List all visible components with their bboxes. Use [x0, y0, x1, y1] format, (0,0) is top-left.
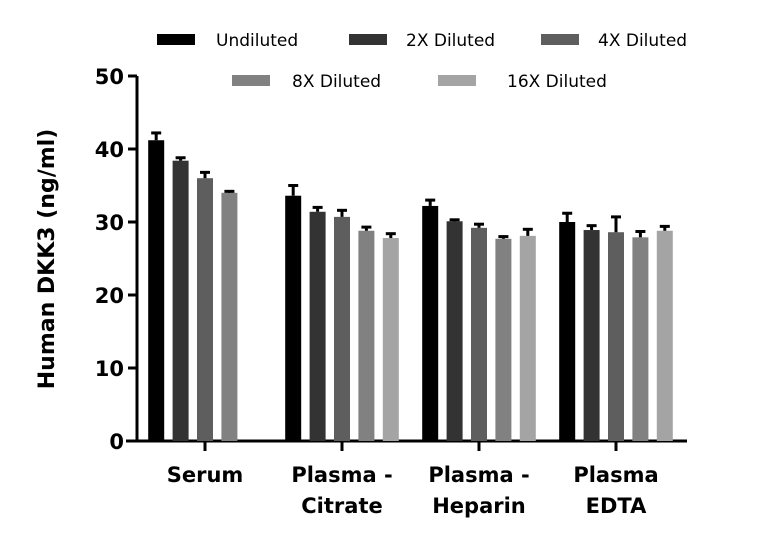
y-tick-label: 10 — [95, 357, 124, 381]
bar — [495, 238, 512, 441]
bar — [422, 205, 439, 441]
bar — [221, 192, 238, 441]
bar — [285, 195, 302, 441]
y-tick-label: 50 — [95, 65, 124, 89]
legend-label: 2X Diluted — [406, 31, 495, 51]
y-tick-label: 30 — [95, 211, 124, 235]
x-tick-label: Plasma — [573, 463, 658, 487]
bar — [382, 238, 399, 441]
bar — [583, 230, 600, 441]
bar — [172, 160, 189, 441]
x-axis: Serum Plasma - Citrate Plasma - Heparin Plasm… — [126, 439, 687, 518]
x-tick-label: Plasma - — [291, 463, 392, 487]
legend-label: 8X Diluted — [292, 72, 381, 92]
legend-swatch — [157, 34, 195, 45]
bar — [656, 230, 673, 441]
bars — [148, 131, 673, 442]
legend-label: 4X Diluted — [598, 31, 687, 51]
bar — [358, 230, 375, 441]
legend-label: 16X Diluted — [507, 72, 607, 92]
x-tick-label: Heparin — [432, 494, 526, 518]
bar — [559, 222, 576, 441]
legend-label: Undiluted — [216, 31, 298, 51]
bar — [446, 221, 463, 441]
legend-swatch — [232, 75, 270, 86]
y-tick-label: 0 — [109, 430, 124, 454]
bar — [197, 178, 213, 441]
bar — [148, 140, 165, 442]
bar — [608, 232, 624, 441]
legend-swatch — [349, 34, 387, 45]
bar — [334, 216, 350, 441]
y-tick-label: 20 — [95, 284, 124, 308]
x-tick-label: Serum — [167, 463, 244, 487]
y-axis: 0 10 20 30 40 50 — [95, 65, 139, 454]
y-axis-label: Human DKK3 (ng/ml) — [35, 129, 60, 390]
x-tick-label: Citrate — [301, 494, 382, 518]
bar — [632, 237, 649, 441]
legend: Undiluted 2X Diluted 4X Diluted 8X Diluted 1… — [157, 31, 687, 92]
bar — [471, 227, 487, 441]
bar — [309, 211, 326, 441]
legend-swatch — [541, 34, 579, 45]
x-tick-label: EDTA — [586, 494, 647, 518]
bar — [519, 235, 536, 441]
x-tick-label: Plasma - — [428, 463, 529, 487]
legend-swatch — [438, 75, 476, 86]
y-tick-label: 40 — [95, 138, 124, 162]
